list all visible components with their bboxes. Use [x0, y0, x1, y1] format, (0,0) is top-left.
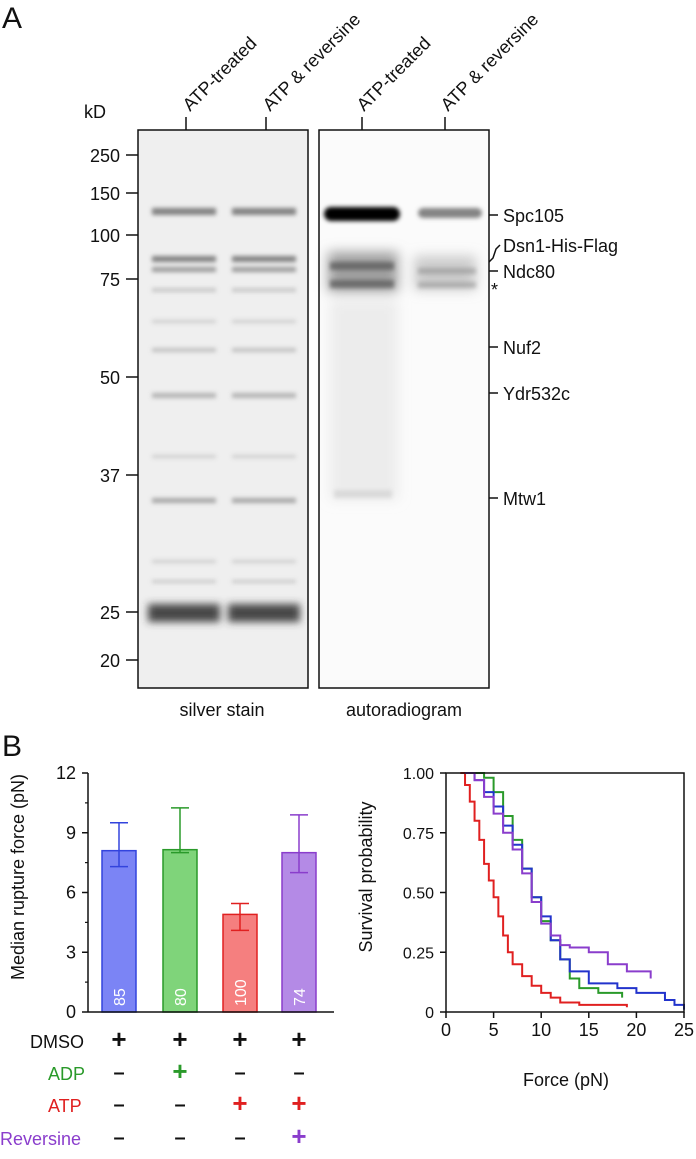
svg-text:50: 50	[100, 368, 120, 388]
survival-ylabel: Survival probability	[356, 801, 376, 952]
band-label-mtw1: Mtw1	[503, 489, 546, 509]
condition-label-adp: ADP	[48, 1064, 85, 1084]
svg-text:20: 20	[100, 651, 120, 671]
bar-ylabel: Median rupture force (pN)	[8, 774, 28, 980]
condition-sign-reversine-2: –	[174, 1127, 185, 1149]
marker-20: 20	[100, 651, 138, 671]
condition-sign-dmso-1: +	[111, 1024, 126, 1054]
condition-label-atp: ATP	[48, 1096, 82, 1116]
lane-label-2: ATP & reversine	[259, 9, 365, 115]
condition-sign-atp-3: +	[232, 1088, 247, 1118]
survival-xtick-20: 20	[626, 1020, 646, 1040]
survival-ytick-0_50: 0.50	[403, 886, 434, 903]
error-bar-1	[110, 822, 128, 868]
condition-sign-dmso-3: +	[232, 1024, 247, 1054]
survival-xtick-5: 5	[489, 1020, 499, 1040]
bar-ytick-9: 9	[66, 823, 76, 843]
condition-sign-atp-4: +	[291, 1088, 306, 1118]
band-label-spc105: Spc105	[503, 206, 564, 226]
survival-ytick-1_00: 1.00	[403, 766, 434, 783]
condition-row-dmso: DMSO + + + +	[30, 1024, 307, 1054]
survival-xtick-25: 25	[674, 1020, 694, 1040]
bar-count-4: 74	[292, 988, 309, 1006]
error-bar-2	[171, 807, 189, 854]
bar-ytick-0: 0	[66, 1002, 76, 1022]
marker-150: 150	[90, 184, 138, 204]
autoradiogram-caption: autoradiogram	[346, 700, 462, 720]
molecular-weight-markers: 250 150 100 75 50 37 25 20	[90, 146, 138, 671]
marker-50: 50	[100, 368, 138, 388]
silver-stain-caption: silver stain	[179, 700, 264, 720]
panel-letter-b: B	[2, 730, 22, 763]
condition-sign-adp-1: –	[113, 1062, 124, 1084]
condition-label-reversine: Reversine	[0, 1129, 81, 1149]
condition-sign-adp-2: +	[172, 1056, 187, 1086]
survival-xtick-0: 0	[441, 1020, 451, 1040]
bar-chart: Median rupture force (pN) 85 80 100 74 0 3 6 9…	[0, 763, 334, 1151]
bar-ytick-6: 6	[66, 883, 76, 903]
marker-100: 100	[90, 226, 138, 246]
lane-label-1: ATP-treated	[179, 33, 261, 115]
survival-xtick-10: 10	[531, 1020, 551, 1040]
condition-sign-dmso-2: +	[172, 1024, 187, 1054]
marker-250: 250	[90, 146, 138, 166]
autoradiogram-gel	[318, 129, 490, 689]
error-bar-4	[290, 814, 308, 874]
bar-ytick-3: 3	[66, 942, 76, 962]
condition-sign-atp-2: –	[174, 1094, 185, 1116]
condition-sign-adp-3: –	[234, 1062, 245, 1084]
svg-text:37: 37	[100, 466, 120, 486]
marker-25: 25	[100, 603, 138, 623]
band-label-ydr532c: Ydr532c	[503, 384, 570, 404]
band-label-asterisk: *	[491, 280, 498, 300]
survival-ytick-0_25: 0.25	[403, 945, 434, 962]
marker-37: 37	[100, 466, 138, 486]
condition-sign-atp-1: –	[113, 1094, 124, 1116]
silver-stain-gel	[137, 129, 309, 689]
condition-label-dmso: DMSO	[30, 1032, 84, 1052]
bar-2: 80	[162, 807, 198, 1013]
lane-label-3: ATP-treated	[353, 33, 435, 115]
survival-xtick-15: 15	[579, 1020, 599, 1040]
svg-text:150: 150	[90, 184, 120, 204]
survival-chart: Survival probability Force (pN) 0 5 10 15 20…	[356, 766, 694, 1090]
lane-labels: ATP-treated ATP & reversine ATP-treated …	[179, 9, 543, 115]
bar-count-1: 85	[112, 988, 129, 1006]
condition-row-adp: ADP – + – –	[48, 1056, 305, 1086]
condition-sign-reversine-3: –	[234, 1127, 245, 1149]
bar-count-2: 80	[173, 988, 190, 1006]
bar-4: 74	[281, 814, 317, 1013]
survival-ytick-0: 0	[425, 1005, 434, 1022]
lane-label-4: ATP & reversine	[437, 9, 543, 115]
kd-label: kD	[84, 102, 106, 122]
survival-xlabel: Force (pN)	[523, 1070, 609, 1090]
band-label-nuf2: Nuf2	[503, 338, 541, 358]
condition-sign-reversine-1: –	[113, 1127, 124, 1149]
marker-75: 75	[100, 270, 138, 290]
bar-1: 85	[101, 822, 137, 1013]
bar-count-3: 100	[233, 979, 250, 1006]
condition-sign-reversine-4: +	[291, 1121, 306, 1151]
svg-text:75: 75	[100, 270, 120, 290]
band-label-ndc80: Ndc80	[503, 262, 555, 282]
condition-row-reversine: Reversine – – – +	[0, 1121, 307, 1151]
svg-text:100: 100	[90, 226, 120, 246]
band-label-dsn1: Dsn1-His-Flag	[503, 236, 618, 256]
panel-letter-a: A	[2, 2, 22, 35]
error-bar-3	[231, 902, 249, 932]
svg-text:250: 250	[90, 146, 120, 166]
condition-sign-dmso-4: +	[291, 1024, 306, 1054]
condition-row-atp: ATP – – + +	[48, 1088, 307, 1118]
bar-ytick-12: 12	[56, 763, 76, 783]
survival-ytick-0_75: 0.75	[403, 826, 434, 843]
svg-text:25: 25	[100, 603, 120, 623]
bar-3: 100	[222, 902, 258, 1013]
survival-curve-4	[465, 772, 652, 979]
survival-curve-1	[460, 772, 628, 1008]
condition-sign-adp-4: –	[293, 1062, 304, 1084]
